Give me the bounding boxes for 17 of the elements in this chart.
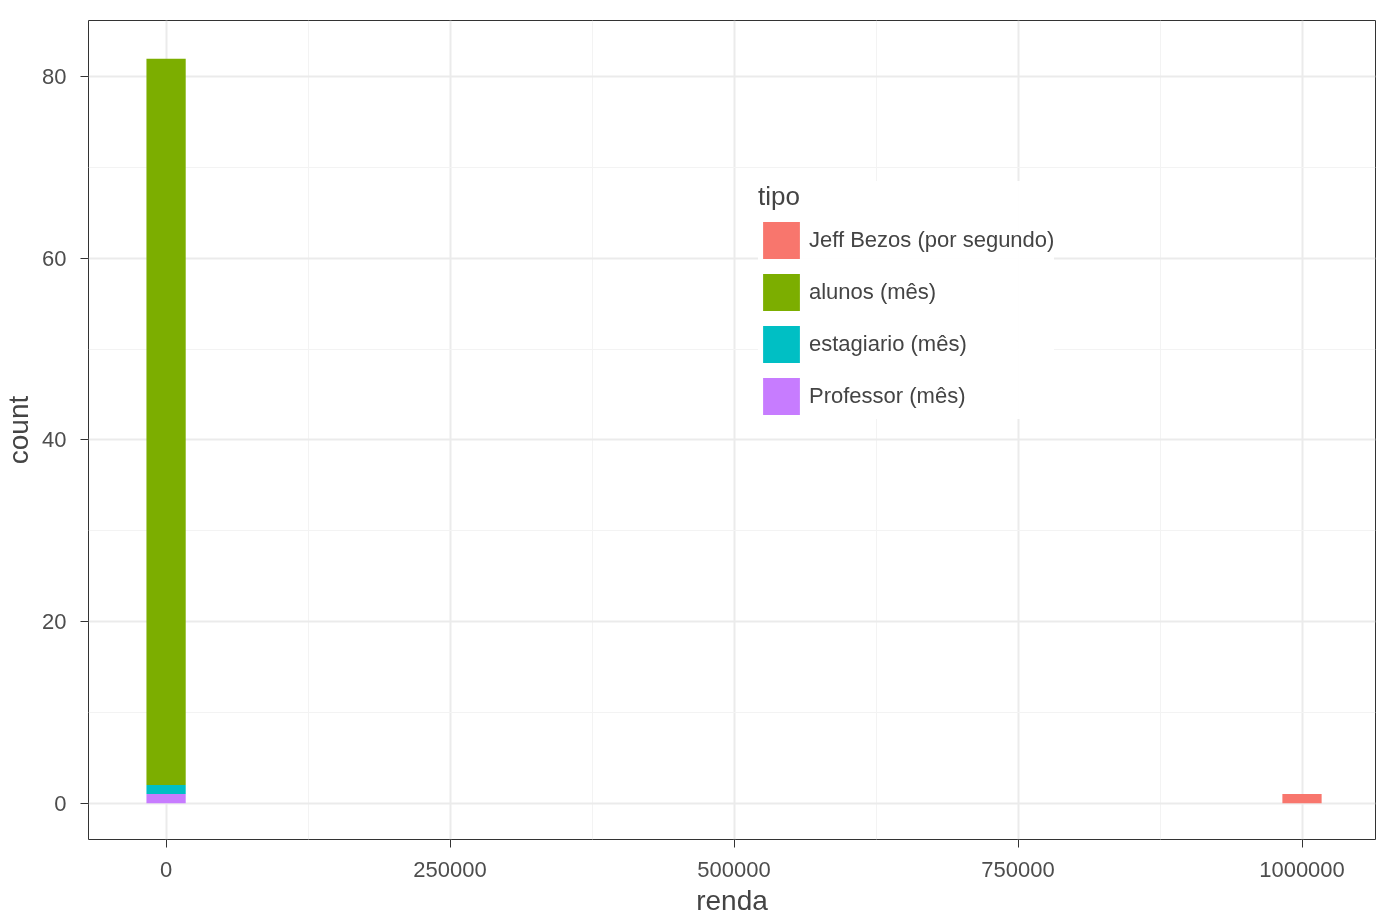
y-tick-label: 40	[42, 427, 67, 453]
x-tick-label: 250000	[413, 856, 487, 882]
x-tick-label: 500000	[697, 856, 771, 882]
legend-label: estagiario (mês)	[809, 330, 967, 358]
y-axis-title: count	[3, 395, 35, 465]
x-tick-label: 1000000	[1259, 856, 1345, 882]
legend-label: alunos (mês)	[809, 278, 937, 306]
x-axis-title: renda	[696, 884, 769, 916]
legend-label: Professor (mês)	[809, 382, 966, 410]
legend-title: tipo	[758, 181, 801, 212]
y-tick-label: 80	[42, 64, 67, 90]
y-tick-label: 20	[42, 609, 67, 635]
x-tick-label: 750000	[981, 856, 1055, 882]
x-tick-label: 0	[159, 856, 173, 882]
y-tick-label: 60	[42, 245, 67, 271]
legend-label: Jeff Bezos (por segundo)	[809, 226, 1055, 254]
y-tick-label: 0	[54, 790, 67, 816]
